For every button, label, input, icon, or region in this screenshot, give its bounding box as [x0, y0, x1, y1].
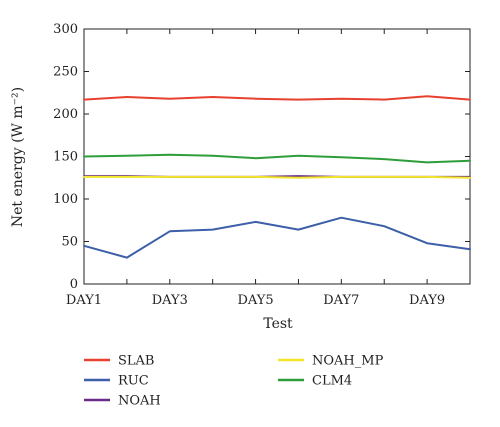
x-tick-label: DAY9 — [409, 293, 445, 308]
x-tick-label: DAY7 — [323, 293, 359, 308]
y-tick-label: 200 — [53, 107, 78, 122]
y-tick-label: 150 — [53, 150, 78, 165]
x-tick-label: DAY3 — [152, 293, 188, 308]
legend-label-slab: SLAB — [118, 354, 154, 369]
y-tick-label: 250 — [53, 65, 78, 80]
legend-label-ruc: RUC — [118, 374, 149, 389]
legend-label-clm4: CLM4 — [312, 374, 352, 389]
y-axis-title: Net energy (W m⁻²) — [10, 87, 26, 227]
series-line-slab — [83, 95, 471, 101]
series-line-clm4 — [83, 153, 471, 164]
series-line-noah-mp — [83, 175, 471, 179]
x-tick-label: DAY1 — [66, 293, 102, 308]
series-line-ruc — [83, 216, 471, 259]
legend-label-noah: NOAH — [118, 394, 161, 409]
plot-area: 0 50 100 150 200 250 300 DAY1 DAY3 DAY5 DAY7 DAY9 — [53, 22, 471, 308]
legend: SLAB RUC NOAH NOAH_MP CLM4 — [84, 354, 384, 409]
y-tick-label: 100 — [53, 192, 78, 207]
y-tick-label: 50 — [61, 235, 78, 250]
y-tick-label: 300 — [53, 22, 78, 37]
x-axis-title: Test — [263, 316, 293, 332]
x-tick-label: DAY5 — [237, 293, 273, 308]
y-tick-label: 0 — [70, 277, 78, 292]
legend-label-noah-mp: NOAH_MP — [312, 354, 384, 369]
